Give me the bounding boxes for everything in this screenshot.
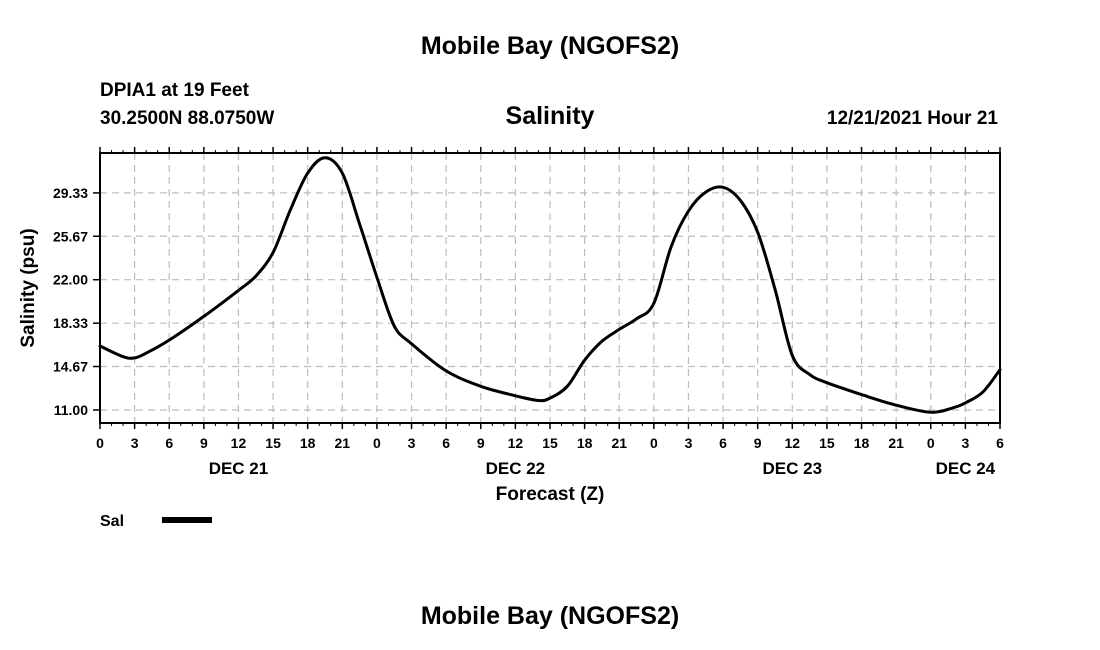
x-tick-label: 0 (373, 435, 381, 451)
x-tick-label: 12 (231, 435, 247, 451)
x-tick-label: 6 (996, 435, 1004, 451)
legend-label: Sal (100, 513, 124, 530)
x-tick-label: 15 (542, 435, 558, 451)
y-tick-label: 11.00 (54, 402, 88, 418)
x-tick-label: 3 (131, 435, 139, 451)
x-tick-label: 18 (854, 435, 870, 451)
x-tick-label: 9 (754, 435, 762, 451)
series-layer (98, 156, 1002, 414)
x-tick-label: 18 (577, 435, 593, 451)
x-tick-label: 9 (477, 435, 485, 451)
date-labels: DEC 21 DEC 22 DEC 23 DEC 24 (209, 459, 996, 478)
forecast-timestamp: 12/21/2021 Hour 21 (827, 108, 999, 129)
x-tick-label: 3 (408, 435, 416, 451)
date-label: DEC 23 (763, 459, 823, 478)
x-tick-label: 6 (442, 435, 450, 451)
y-axis-label: Salinity (psu) (18, 228, 39, 347)
x-tick-label: 15 (819, 435, 835, 451)
x-tick-label: 6 (165, 435, 173, 451)
x-tick-label: 15 (265, 435, 281, 451)
y-tick-label: 22.00 (53, 272, 88, 288)
x-tick-label: 0 (927, 435, 935, 451)
y-axis-ticks: 11.00 14.67 18.33 22.00 25.67 29.33 (53, 185, 100, 418)
date-label: DEC 24 (936, 459, 996, 478)
x-tick-label: 21 (335, 435, 351, 451)
x-axis-label: Forecast (Z) (496, 484, 605, 505)
y-tick-label: 25.67 (53, 228, 88, 244)
x-tick-label: 0 (650, 435, 658, 451)
x-tick-label: 18 (300, 435, 316, 451)
y-tick-label: 18.33 (53, 315, 88, 331)
station-label: DPIA1 at 19 Feet (100, 80, 250, 101)
salinity-series-line (98, 156, 1002, 414)
x-tick-label: 0 (96, 435, 104, 451)
x-tick-label: 12 (785, 435, 801, 451)
x-tick-label: 21 (888, 435, 904, 451)
x-tick-label: 6 (719, 435, 727, 451)
x-tick-label: 21 (611, 435, 627, 451)
grid-lines (100, 153, 1000, 423)
main-title: Mobile Bay (NGOFS2) (421, 32, 679, 60)
chart-title: Salinity (506, 102, 595, 130)
date-label: DEC 21 (209, 459, 269, 478)
footer-title: Mobile Bay (NGOFS2) (421, 602, 679, 630)
x-tick-label: 3 (685, 435, 693, 451)
plot-frame (99, 152, 1001, 424)
y-tick-label: 14.67 (53, 359, 88, 375)
x-tick-label: 3 (961, 435, 969, 451)
y-tick-label: 29.33 (53, 185, 88, 201)
date-label: DEC 22 (486, 459, 546, 478)
x-tick-label: 9 (200, 435, 208, 451)
x-tick-label: 12 (508, 435, 524, 451)
station-coords: 30.2500N 88.0750W (100, 108, 274, 129)
